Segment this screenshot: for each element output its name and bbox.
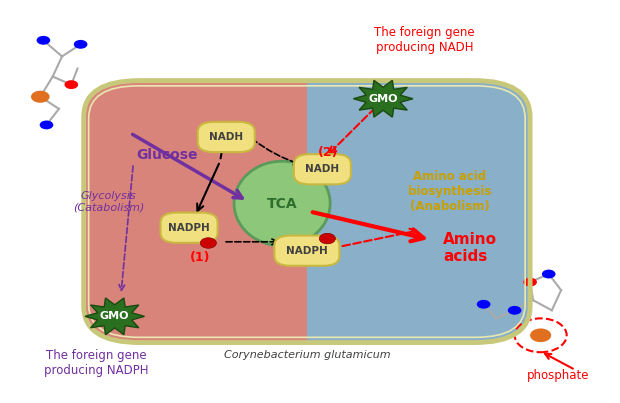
- Circle shape: [530, 328, 551, 342]
- Text: GMO: GMO: [100, 312, 130, 321]
- Polygon shape: [353, 80, 413, 117]
- Circle shape: [200, 238, 216, 248]
- Text: The foreign gene
producing NADPH: The foreign gene producing NADPH: [44, 349, 148, 377]
- Text: Amino acid
biosynthesis
(Anabolism): Amino acid biosynthesis (Anabolism): [408, 170, 491, 213]
- Polygon shape: [85, 298, 144, 335]
- Circle shape: [64, 80, 78, 89]
- Text: GMO: GMO: [368, 94, 398, 104]
- Circle shape: [40, 120, 53, 129]
- Text: Glucose: Glucose: [136, 148, 198, 162]
- Polygon shape: [307, 81, 530, 343]
- Text: The foreign gene
producing NADH: The foreign gene producing NADH: [374, 26, 475, 54]
- FancyBboxPatch shape: [161, 213, 218, 243]
- Circle shape: [523, 278, 537, 287]
- Text: Amino
acids: Amino acids: [443, 232, 497, 264]
- Ellipse shape: [234, 161, 330, 246]
- FancyBboxPatch shape: [275, 235, 340, 266]
- Text: NADPH: NADPH: [286, 246, 328, 256]
- Circle shape: [74, 40, 87, 49]
- Text: Glycolysis
(Catabolism): Glycolysis (Catabolism): [73, 191, 144, 212]
- Text: TCA: TCA: [267, 197, 298, 210]
- Text: phosphate: phosphate: [527, 369, 589, 382]
- Circle shape: [31, 91, 50, 103]
- FancyBboxPatch shape: [198, 122, 255, 152]
- Circle shape: [542, 270, 556, 278]
- Circle shape: [477, 300, 490, 309]
- Text: Corynebacterium glutamicum: Corynebacterium glutamicum: [224, 351, 390, 360]
- Circle shape: [319, 233, 335, 244]
- Text: (2): (2): [318, 146, 339, 159]
- Text: NADPH: NADPH: [168, 223, 210, 233]
- FancyBboxPatch shape: [294, 154, 351, 185]
- Text: NADH: NADH: [209, 132, 244, 142]
- FancyBboxPatch shape: [84, 81, 530, 343]
- Text: (1): (1): [189, 251, 210, 264]
- Circle shape: [508, 306, 521, 315]
- Text: NADH: NADH: [305, 164, 340, 174]
- Circle shape: [37, 36, 50, 45]
